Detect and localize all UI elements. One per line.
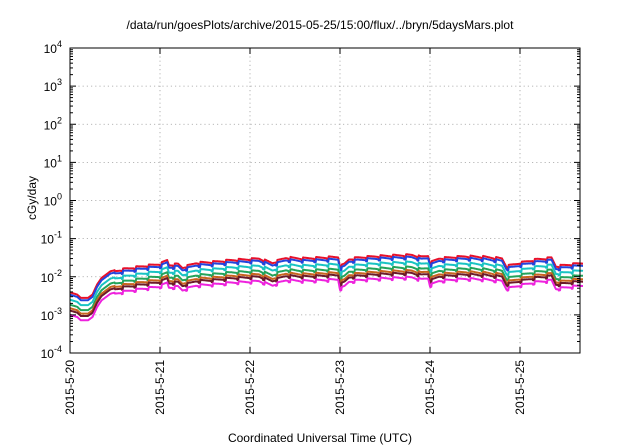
y-tick-label: 10-2 bbox=[41, 268, 62, 285]
x-axis-label: Coordinated Universal Time (UTC) bbox=[228, 431, 412, 445]
y-tick-label: 102 bbox=[44, 115, 62, 132]
grid bbox=[70, 48, 580, 353]
series-line-0 bbox=[69, 253, 584, 299]
series-line-2 bbox=[69, 260, 584, 307]
y-tick-label: 10-3 bbox=[41, 306, 62, 323]
y-tick-label: 100 bbox=[44, 192, 62, 209]
y-tick-label: 104 bbox=[44, 39, 62, 56]
axis-ticks bbox=[69, 47, 580, 354]
x-tick-label: 2015-5-23 bbox=[333, 360, 347, 415]
y-axis-label: cGy/day bbox=[25, 176, 39, 220]
x-tick-label: 2015-5-24 bbox=[423, 360, 437, 415]
series-line-3 bbox=[69, 265, 584, 312]
x-tick-label: 2015-5-20 bbox=[63, 360, 77, 415]
y-tick-label: 10-1 bbox=[41, 230, 62, 247]
x-tick-label: 2015-5-21 bbox=[153, 360, 167, 415]
y-tick-label: 10-4 bbox=[41, 344, 62, 361]
series-lines bbox=[69, 253, 584, 322]
y-tick-label: 101 bbox=[44, 153, 62, 170]
x-tick-label: 2015-5-22 bbox=[243, 360, 257, 415]
x-tick-label: 2015-5-25 bbox=[513, 360, 527, 415]
x-tick-labels: 2015-5-20 2015-5-21 2015-5-22 2015-5-23 2015… bbox=[63, 360, 527, 415]
series-line-4 bbox=[69, 268, 584, 315]
y-tick-label: 103 bbox=[44, 77, 62, 94]
series-line-6 bbox=[69, 275, 584, 322]
series-line-5 bbox=[69, 271, 584, 317]
series-line-1 bbox=[69, 255, 584, 302]
y-tick-labels: 10-4 10-3 10-2 10-1 100 101 102 103 104 bbox=[41, 39, 62, 361]
chart-title: /data/run/goesPlots/archive/2015-05-25/1… bbox=[126, 18, 514, 32]
